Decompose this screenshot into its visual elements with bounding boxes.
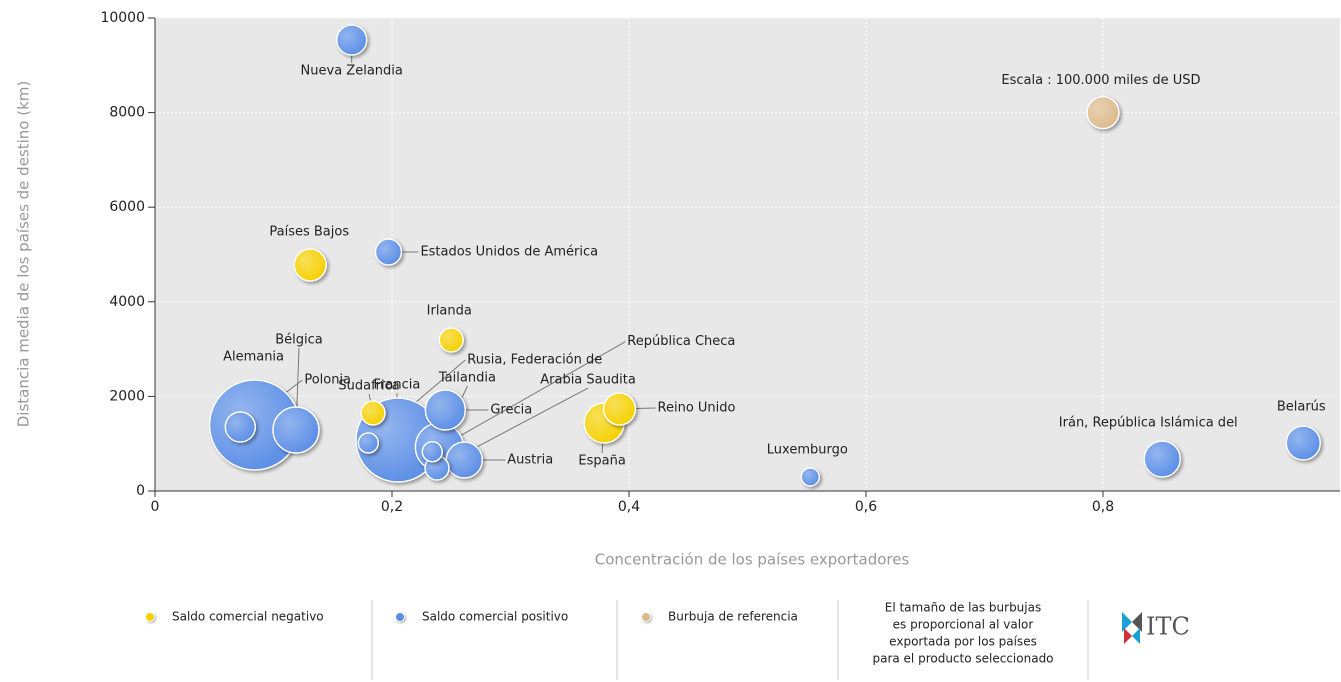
leader-line [432,341,626,453]
bubble-label: Irlanda [427,304,472,319]
note-line: para el producto seleccionado [872,652,1053,666]
x-tick-label: 0 [151,499,160,515]
x-tick-label: 0,6 [855,499,877,515]
bubble-label: Luxemburgo [767,442,848,457]
y-axis-title: Distancia media de los países de destino… [15,81,33,428]
bubble-label: Austria [507,453,553,468]
bubble-shine [801,467,820,487]
legend-label: Burbuja de referencia [668,610,798,624]
note-line: es proporcional al valor [893,618,1034,632]
bubble-shine [603,392,636,425]
bubble-label: Francia [374,378,421,393]
bubble-shine [358,432,379,453]
bubble-shine [294,249,327,282]
bubble-shine [1087,96,1119,129]
y-tick-label: 2000 [109,388,145,404]
legend-swatch [145,612,155,622]
bubble-label: Escala : 100.000 miles de USD [1001,73,1200,88]
bubble-label: Países Bajos [269,225,349,240]
plot-area [155,18,1340,491]
note-line: El tamaño de las burbujas [885,601,1041,615]
bubble-label: Nueva Zelandia [301,63,403,78]
bubble-label: Rusia, Federación de [467,352,602,367]
bubble-label: Bélgica [275,332,323,347]
bubble-label: Reino Unido [658,400,736,415]
bubble-shine [272,406,320,454]
bubble-label: Polonia [304,373,351,388]
x-tick-label: 0,8 [1092,499,1114,515]
bubble-label: Grecia [490,403,532,418]
legend-label: Saldo comercial positivo [422,610,568,624]
bubble-shine [1144,440,1181,478]
y-tick-label: 0 [136,483,145,499]
bubble-label: Tailandia [438,371,496,386]
y-tick-label: 6000 [109,199,145,215]
legend-swatch [641,612,651,622]
bubble-shine [336,24,367,56]
bubble-label: Estados Unidos de América [420,244,598,259]
bubble-shine [225,411,256,443]
bubble-label: Arabia Saudita [540,373,636,388]
bubble-label: República Checa [627,334,735,349]
logo-icon [1122,612,1142,644]
bubble-shine [446,441,483,479]
bubble-shine [361,401,386,425]
x-axis-title: Concentración de los países exportadores [595,551,910,569]
separators [371,600,1089,680]
bubble-shine [425,390,466,431]
legend-swatch [395,612,405,622]
bubble-label: Belarús [1277,399,1326,414]
bubble-shine [1286,425,1321,460]
bubble-label: Alemania [223,350,284,365]
bubble-label: Sudafrica [338,379,399,394]
bubble-shine [439,328,464,352]
y-tick-label: 8000 [109,105,145,121]
y-tick-label: 4000 [109,294,145,310]
x-tick-label: 0,2 [381,499,403,515]
legend-label: Saldo comercial negativo [172,610,324,624]
bubble-label: España [578,453,625,468]
note-line: exportada por los países [889,635,1037,649]
y-tick-label: 10000 [100,10,145,26]
bubble-label: Irán, República Islámica del [1059,415,1238,430]
logo-text: ITC [1146,613,1190,641]
bubble-shine [375,238,402,265]
x-tick-label: 0,4 [618,499,640,515]
bubble-shine [422,441,443,462]
